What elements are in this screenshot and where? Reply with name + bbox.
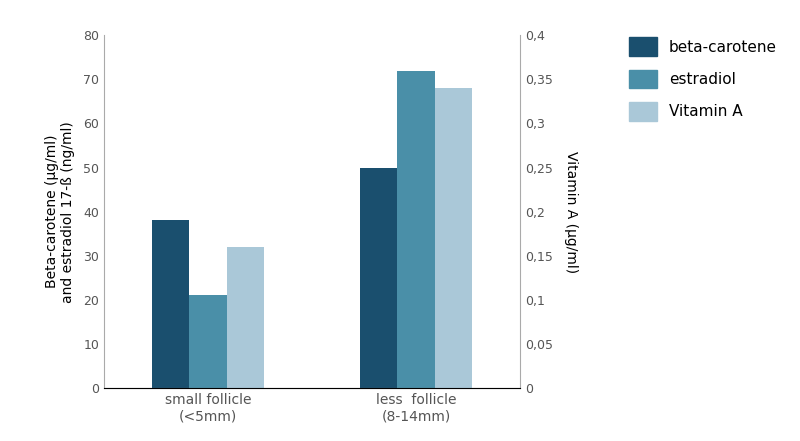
Bar <box>226 247 264 388</box>
Y-axis label: Beta-carotene (µg/ml)
and estradiol 17-ß (ng/ml): Beta-carotene (µg/ml) and estradiol 17-ß… <box>45 121 75 303</box>
Bar <box>434 88 472 388</box>
Legend: beta-carotene, estradiol, Vitamin A: beta-carotene, estradiol, Vitamin A <box>622 30 784 128</box>
Bar <box>152 220 190 388</box>
Bar <box>190 295 226 388</box>
Y-axis label: Vitamin A (µg/ml): Vitamin A (µg/ml) <box>564 151 578 273</box>
Bar <box>360 168 398 388</box>
Bar <box>398 71 434 388</box>
